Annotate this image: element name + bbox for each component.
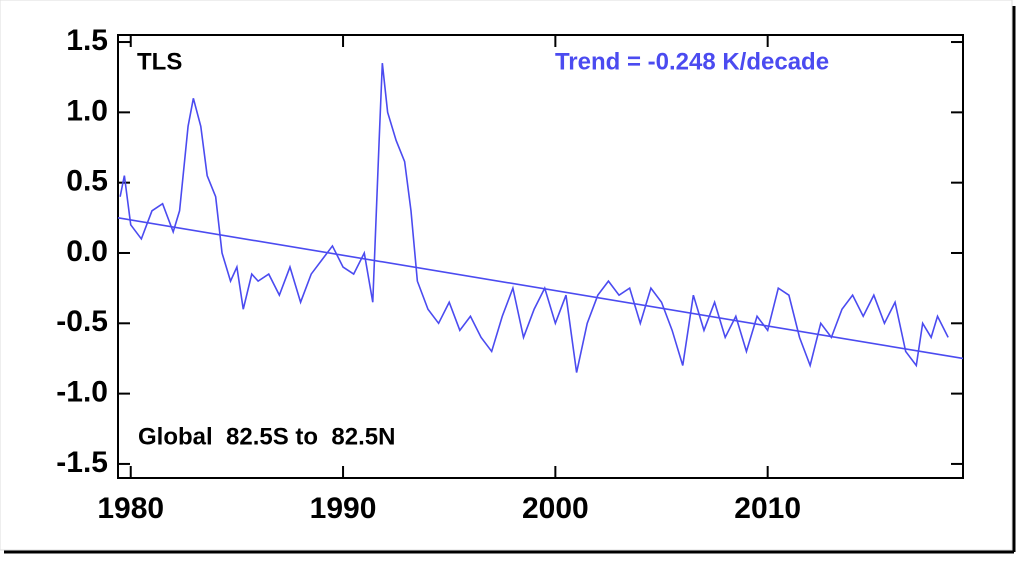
y-tick-label: 1.5 <box>66 24 108 57</box>
y-tick-label: -0.5 <box>56 305 108 338</box>
trend-line <box>117 217 964 360</box>
data-line <box>119 63 949 373</box>
trend-annotation: Trend = -0.248 K/decade <box>555 48 829 75</box>
y-tick-label: 0.0 <box>66 235 108 268</box>
frame <box>0 0 1013 551</box>
plot-area <box>117 34 964 479</box>
x-tick-label: 2000 <box>522 492 589 525</box>
y-tick-label: -1.5 <box>56 446 108 479</box>
x-tick-label: 1990 <box>310 492 377 525</box>
panel-label: TLS <box>137 48 182 75</box>
x-tick-label: 1980 <box>97 492 164 525</box>
region-label: Global 82.5S to 82.5N <box>138 423 395 450</box>
y-tick-label: 1.0 <box>66 94 108 127</box>
y-tick-label: 0.5 <box>66 165 108 198</box>
x-tick-label: 2010 <box>734 492 801 525</box>
y-tick-label: -1.0 <box>56 376 108 409</box>
